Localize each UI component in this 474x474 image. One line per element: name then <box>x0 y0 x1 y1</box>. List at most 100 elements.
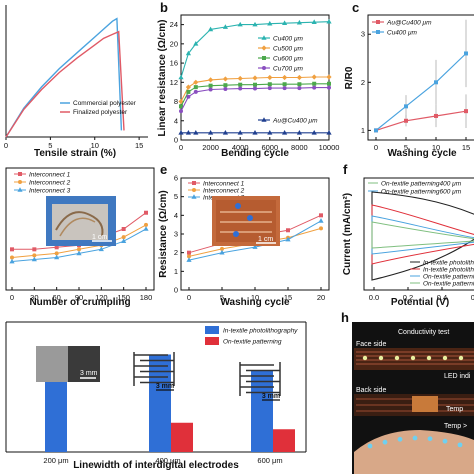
c-legend-marker-0 <box>376 20 380 24</box>
c-legend-marker-1 <box>376 30 380 34</box>
e-letter: e <box>160 162 167 177</box>
h-sensor-dot-2 <box>397 436 403 442</box>
h-led-0 <box>362 355 368 361</box>
b-point-0-2 <box>193 41 199 46</box>
b-xtick-2: 4000 <box>232 143 249 152</box>
b-point-0-8 <box>282 20 288 25</box>
e-point-1-0 <box>187 254 191 259</box>
b-point-0-4 <box>222 24 228 29</box>
b-letter: b <box>160 0 168 15</box>
b-point-4-3 <box>208 129 214 135</box>
d-point-1-3 <box>77 247 81 252</box>
d-legend-1: Interconnect 2 <box>29 180 71 187</box>
b-point-2-2 <box>193 85 198 90</box>
d-point-1-1 <box>32 253 37 258</box>
c-ytick-0: 1 <box>361 126 365 135</box>
g-legend-swatch-1 <box>205 337 219 345</box>
e-ytick-5: 5 <box>174 192 178 201</box>
b-point-2-8 <box>282 82 287 87</box>
g-electrode-pattern-1: 3 mm <box>239 362 281 401</box>
b-point-2-6 <box>253 82 257 87</box>
e-legend-marker-1 <box>192 188 196 192</box>
c-ylabel: R/R0 <box>344 66 355 89</box>
b-point-4-11 <box>326 129 332 135</box>
b-series-line-0 <box>180 21 330 78</box>
h-sensor-dot-4 <box>427 436 433 442</box>
e-point-2-1 <box>219 249 225 255</box>
b-point-2-0 <box>179 104 183 109</box>
h-led-label: LED indi <box>444 373 471 380</box>
g-photo-textile: 3 mm <box>36 346 100 382</box>
b-point-4-5 <box>237 129 243 135</box>
b-ylabel: Linear resistance (Ω/cm) <box>157 20 168 137</box>
h-temp2-label: Temp > <box>444 423 467 430</box>
b-point-2-1 <box>186 89 191 94</box>
c-point-1-0 <box>374 128 378 133</box>
panel-g: 200 μm 400 μm 600 μm In-textile photolitho… <box>5 321 307 471</box>
b-point-0-6 <box>252 21 258 27</box>
a-legend-1: Commercial polyester <box>73 100 137 107</box>
c-point-0-3 <box>464 109 468 114</box>
c-point-1-1 <box>404 104 408 109</box>
b-point-2-11 <box>327 81 331 86</box>
b-point-4-8 <box>282 129 288 135</box>
f-xtick-3: 0.6 <box>471 293 474 302</box>
d-legend-0: Interconnect 1 <box>29 172 71 179</box>
d-point-2-1 <box>31 256 37 262</box>
b-point-1-11 <box>326 74 332 80</box>
h-led-4 <box>426 355 432 361</box>
b-point-3-6 <box>253 86 257 91</box>
g-xlabel: Linewidth of interdigital electrodes <box>73 460 239 471</box>
d-point-0-1 <box>32 247 37 252</box>
b-point-1-5 <box>237 75 243 82</box>
e-photo: 1 cm <box>212 196 280 246</box>
b-ytick-2: 8 <box>174 97 178 106</box>
d-point-2-2 <box>54 254 60 260</box>
b-point-1-6 <box>252 75 258 81</box>
b-legend-3: Cu700 μm <box>273 66 304 73</box>
a-legend-2: Finalized polyester <box>73 109 128 116</box>
a-series-finalized <box>5 30 125 138</box>
d-xtick-6: 180 <box>140 293 153 302</box>
b-point-4-1 <box>185 129 191 135</box>
f-legend-bottom-3: On-textile patterning <box>423 281 474 288</box>
b-point-1-1 <box>185 84 191 90</box>
h-led-3 <box>410 355 416 361</box>
b-point-3-3 <box>208 87 213 92</box>
g-scale-label-3: 3 mm <box>262 393 280 400</box>
c-xtick-0: 0 <box>374 143 378 152</box>
b-xlabel: Bending cycle <box>221 148 289 159</box>
e-point-2-4 <box>318 218 324 223</box>
d-point-2-5 <box>121 238 127 243</box>
e-xtick-0: 0 <box>187 293 191 302</box>
panel-b: b 0 2000 4000 6000 8000 10000 0 4 8 12 16 20 24 Cu40… <box>157 0 339 159</box>
b-point-3-0 <box>179 109 183 114</box>
d-xtick-2: 60 <box>52 293 60 302</box>
d-point-0-0 <box>10 247 14 252</box>
g-bar-patterning-2 <box>273 429 295 452</box>
b-legend-marker-3 <box>262 66 266 70</box>
b-legend-marker-0 <box>261 35 267 40</box>
d-scale-label: 1 cm <box>92 234 107 241</box>
g-legend-1: On-textile patterning <box>223 339 282 346</box>
b-point-4-4 <box>222 129 228 135</box>
b-ytick-5: 20 <box>170 39 178 48</box>
g-bar-photolith-1 <box>149 354 171 452</box>
e-xlabel: Washing cycle <box>220 297 290 308</box>
c-point-1-2 <box>434 80 438 85</box>
b-series-line-3 <box>180 87 329 112</box>
f-ylabel: Current (mA/cm²) <box>342 193 353 275</box>
h-led-2 <box>394 355 400 361</box>
d-legend-2: Interconnect 3 <box>29 188 71 195</box>
b-point-4-6 <box>252 129 258 135</box>
panel-a: 0 5 10 15 Commercial polyester Finalized po… <box>4 5 148 159</box>
h-sensor-dot-3 <box>412 435 418 441</box>
d-point-1-5 <box>121 235 126 240</box>
d-point-1-6 <box>144 222 148 227</box>
b-point-4-9 <box>296 129 302 135</box>
c-xtick-1: 5 <box>404 143 408 152</box>
f-legend-bottom-1: In-textile photolithogr <box>423 267 474 274</box>
b-point-0-11 <box>326 18 332 24</box>
f-legend-top-0: On-textile patterning400 μm <box>381 181 462 188</box>
